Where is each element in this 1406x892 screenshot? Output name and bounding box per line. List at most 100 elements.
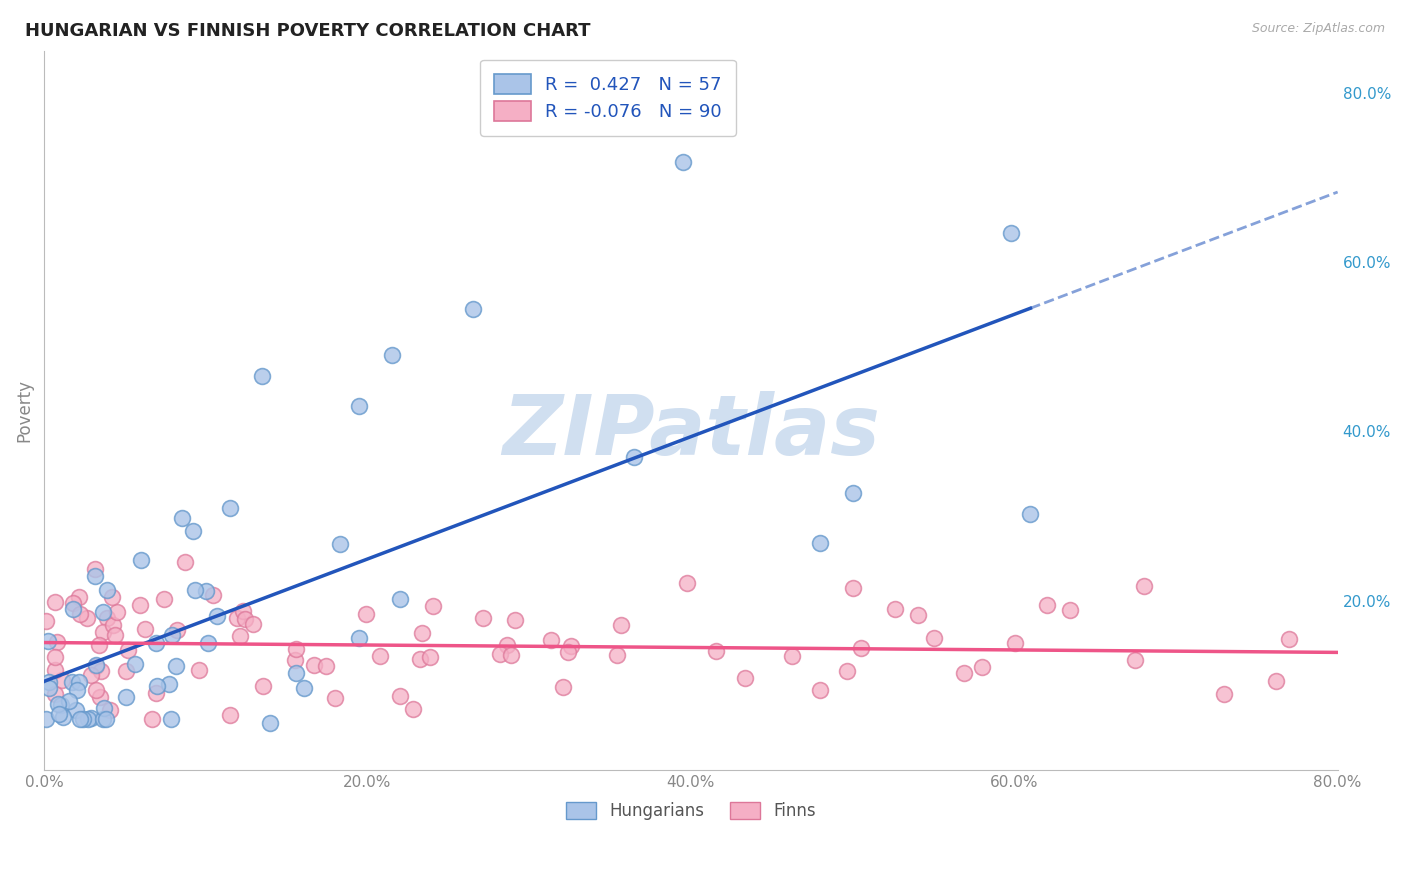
Point: [368, 648, 391, 663]
Point: [187, 663, 209, 677]
Point: [35, 614, 58, 628]
Point: [907, 608, 929, 623]
Point: [197, 635, 219, 649]
Point: [1059, 603, 1081, 617]
Point: [1278, 632, 1301, 646]
Point: [166, 658, 188, 673]
Point: [292, 681, 315, 695]
Point: [90, 664, 112, 678]
Point: [242, 617, 264, 632]
Point: [409, 651, 432, 665]
Point: [157, 676, 180, 690]
Point: [181, 524, 204, 538]
Point: [159, 712, 181, 726]
Point: [124, 657, 146, 671]
Point: [672, 155, 695, 169]
Point: [65, 703, 87, 717]
Point: [174, 556, 197, 570]
Point: [58, 694, 80, 708]
Point: [170, 511, 193, 525]
Point: [285, 642, 308, 657]
Point: [35, 712, 58, 726]
Point: [101, 590, 124, 604]
Point: [675, 575, 697, 590]
Point: [86, 683, 108, 698]
Point: [835, 664, 858, 678]
Point: [51, 698, 73, 712]
Point: [166, 624, 188, 638]
Point: [44, 687, 66, 701]
Point: [388, 591, 411, 606]
Point: [141, 712, 163, 726]
Point: [489, 648, 512, 662]
Point: [461, 301, 484, 316]
Point: [389, 689, 412, 703]
Point: [44, 595, 66, 609]
Point: [98, 703, 121, 717]
Point: [1347, 658, 1369, 673]
Point: [496, 638, 519, 652]
Point: [232, 604, 254, 618]
Point: [91, 606, 114, 620]
Point: [45, 635, 67, 649]
Point: [145, 635, 167, 649]
Point: [115, 690, 138, 705]
Point: [284, 653, 307, 667]
Point: [80, 711, 103, 725]
Point: [606, 648, 628, 663]
Point: [922, 631, 945, 645]
Point: [1213, 687, 1236, 701]
Point: [329, 537, 352, 551]
Point: [219, 707, 242, 722]
Point: [46, 697, 69, 711]
Point: [84, 657, 107, 672]
Point: [91, 712, 114, 726]
Point: [422, 599, 444, 614]
Point: [134, 622, 156, 636]
Point: [780, 648, 803, 663]
Point: [145, 686, 167, 700]
Point: [285, 665, 308, 680]
Point: [38, 681, 60, 696]
Point: [129, 598, 152, 612]
Point: [77, 712, 100, 726]
Point: [83, 569, 105, 583]
Point: [1035, 598, 1057, 612]
Point: [1004, 636, 1026, 650]
Point: [1132, 578, 1154, 592]
Point: [808, 536, 831, 550]
Point: [84, 659, 107, 673]
Point: [44, 663, 66, 677]
Point: [841, 486, 863, 500]
Point: [38, 674, 60, 689]
Point: [96, 583, 118, 598]
Point: [734, 671, 756, 685]
Point: [62, 602, 84, 616]
Point: [356, 607, 378, 621]
Point: [129, 553, 152, 567]
Point: [219, 500, 242, 515]
Point: [499, 648, 522, 662]
Point: [229, 629, 252, 643]
Point: [76, 611, 98, 625]
Point: [194, 584, 217, 599]
Point: [1351, 706, 1374, 720]
Point: [841, 581, 863, 595]
Point: [557, 645, 579, 659]
Point: [610, 618, 633, 632]
Point: [1019, 507, 1042, 521]
Point: [62, 675, 84, 690]
Point: [259, 716, 281, 731]
Point: [402, 702, 425, 716]
Point: [1264, 673, 1286, 688]
Point: [315, 658, 337, 673]
Point: [252, 679, 274, 693]
Point: [540, 632, 562, 647]
Point: [79, 668, 101, 682]
Point: [162, 628, 184, 642]
Point: [347, 631, 370, 645]
Text: Source: ZipAtlas.com: Source: ZipAtlas.com: [1251, 22, 1385, 36]
Point: [323, 691, 346, 706]
Point: [87, 638, 110, 652]
Point: [94, 712, 117, 726]
